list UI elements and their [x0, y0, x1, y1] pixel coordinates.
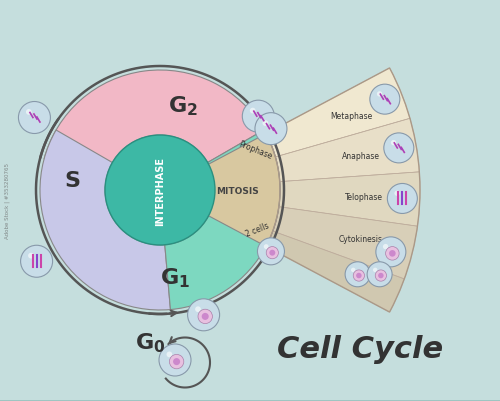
Circle shape — [370, 85, 400, 115]
Circle shape — [258, 238, 284, 265]
Circle shape — [394, 191, 400, 196]
Wedge shape — [273, 207, 418, 279]
Text: $\mathbf{G_2}$: $\mathbf{G_2}$ — [168, 94, 198, 117]
Circle shape — [378, 273, 384, 279]
Circle shape — [356, 273, 362, 279]
Circle shape — [377, 92, 382, 97]
Text: $\mathbf{G_1}$: $\mathbf{G_1}$ — [160, 266, 190, 290]
Text: Cell Cycle: Cell Cycle — [277, 334, 443, 363]
Text: Metaphase: Metaphase — [330, 111, 372, 120]
Circle shape — [173, 358, 180, 365]
Circle shape — [375, 270, 386, 282]
Circle shape — [159, 344, 191, 376]
Text: Adobe Stock | #353280765: Adobe Stock | #353280765 — [5, 162, 10, 239]
Text: 2 cells: 2 cells — [244, 221, 270, 239]
Circle shape — [255, 113, 287, 145]
Circle shape — [105, 136, 215, 245]
Circle shape — [373, 268, 378, 273]
Circle shape — [166, 352, 172, 357]
Circle shape — [198, 310, 212, 324]
Circle shape — [266, 247, 278, 259]
Circle shape — [26, 110, 32, 115]
Wedge shape — [266, 231, 404, 312]
Circle shape — [389, 251, 396, 257]
Circle shape — [376, 237, 406, 267]
Circle shape — [188, 299, 220, 331]
Circle shape — [353, 270, 364, 282]
Circle shape — [388, 184, 418, 214]
Circle shape — [20, 246, 52, 277]
Circle shape — [170, 354, 184, 369]
Wedge shape — [276, 119, 420, 182]
Circle shape — [351, 268, 356, 273]
Circle shape — [367, 262, 392, 287]
Circle shape — [28, 253, 34, 259]
Circle shape — [250, 108, 256, 114]
Circle shape — [262, 121, 268, 127]
Text: Telophase: Telophase — [345, 193, 383, 202]
Circle shape — [242, 101, 274, 133]
Text: Anaphase: Anaphase — [342, 152, 380, 160]
Circle shape — [18, 102, 50, 134]
Circle shape — [202, 313, 208, 320]
Circle shape — [264, 245, 268, 249]
Circle shape — [383, 244, 388, 250]
Wedge shape — [160, 134, 280, 247]
Wedge shape — [40, 131, 170, 310]
Text: Cytokinesis: Cytokinesis — [339, 234, 383, 243]
Circle shape — [386, 247, 399, 261]
Wedge shape — [279, 172, 420, 227]
Circle shape — [391, 141, 396, 146]
Circle shape — [345, 262, 370, 287]
Text: Prophase: Prophase — [237, 139, 273, 160]
Wedge shape — [44, 71, 264, 176]
Circle shape — [195, 307, 201, 312]
Text: MITOSIS: MITOSIS — [216, 186, 259, 195]
Wedge shape — [266, 69, 410, 158]
Circle shape — [384, 134, 414, 164]
Text: $\mathbf{S}$: $\mathbf{S}$ — [64, 170, 80, 190]
Text: INTERPHASE: INTERPHASE — [155, 156, 165, 225]
Circle shape — [270, 250, 276, 256]
Wedge shape — [165, 131, 280, 310]
Text: $\mathbf{G_0}$: $\mathbf{G_0}$ — [135, 331, 165, 354]
